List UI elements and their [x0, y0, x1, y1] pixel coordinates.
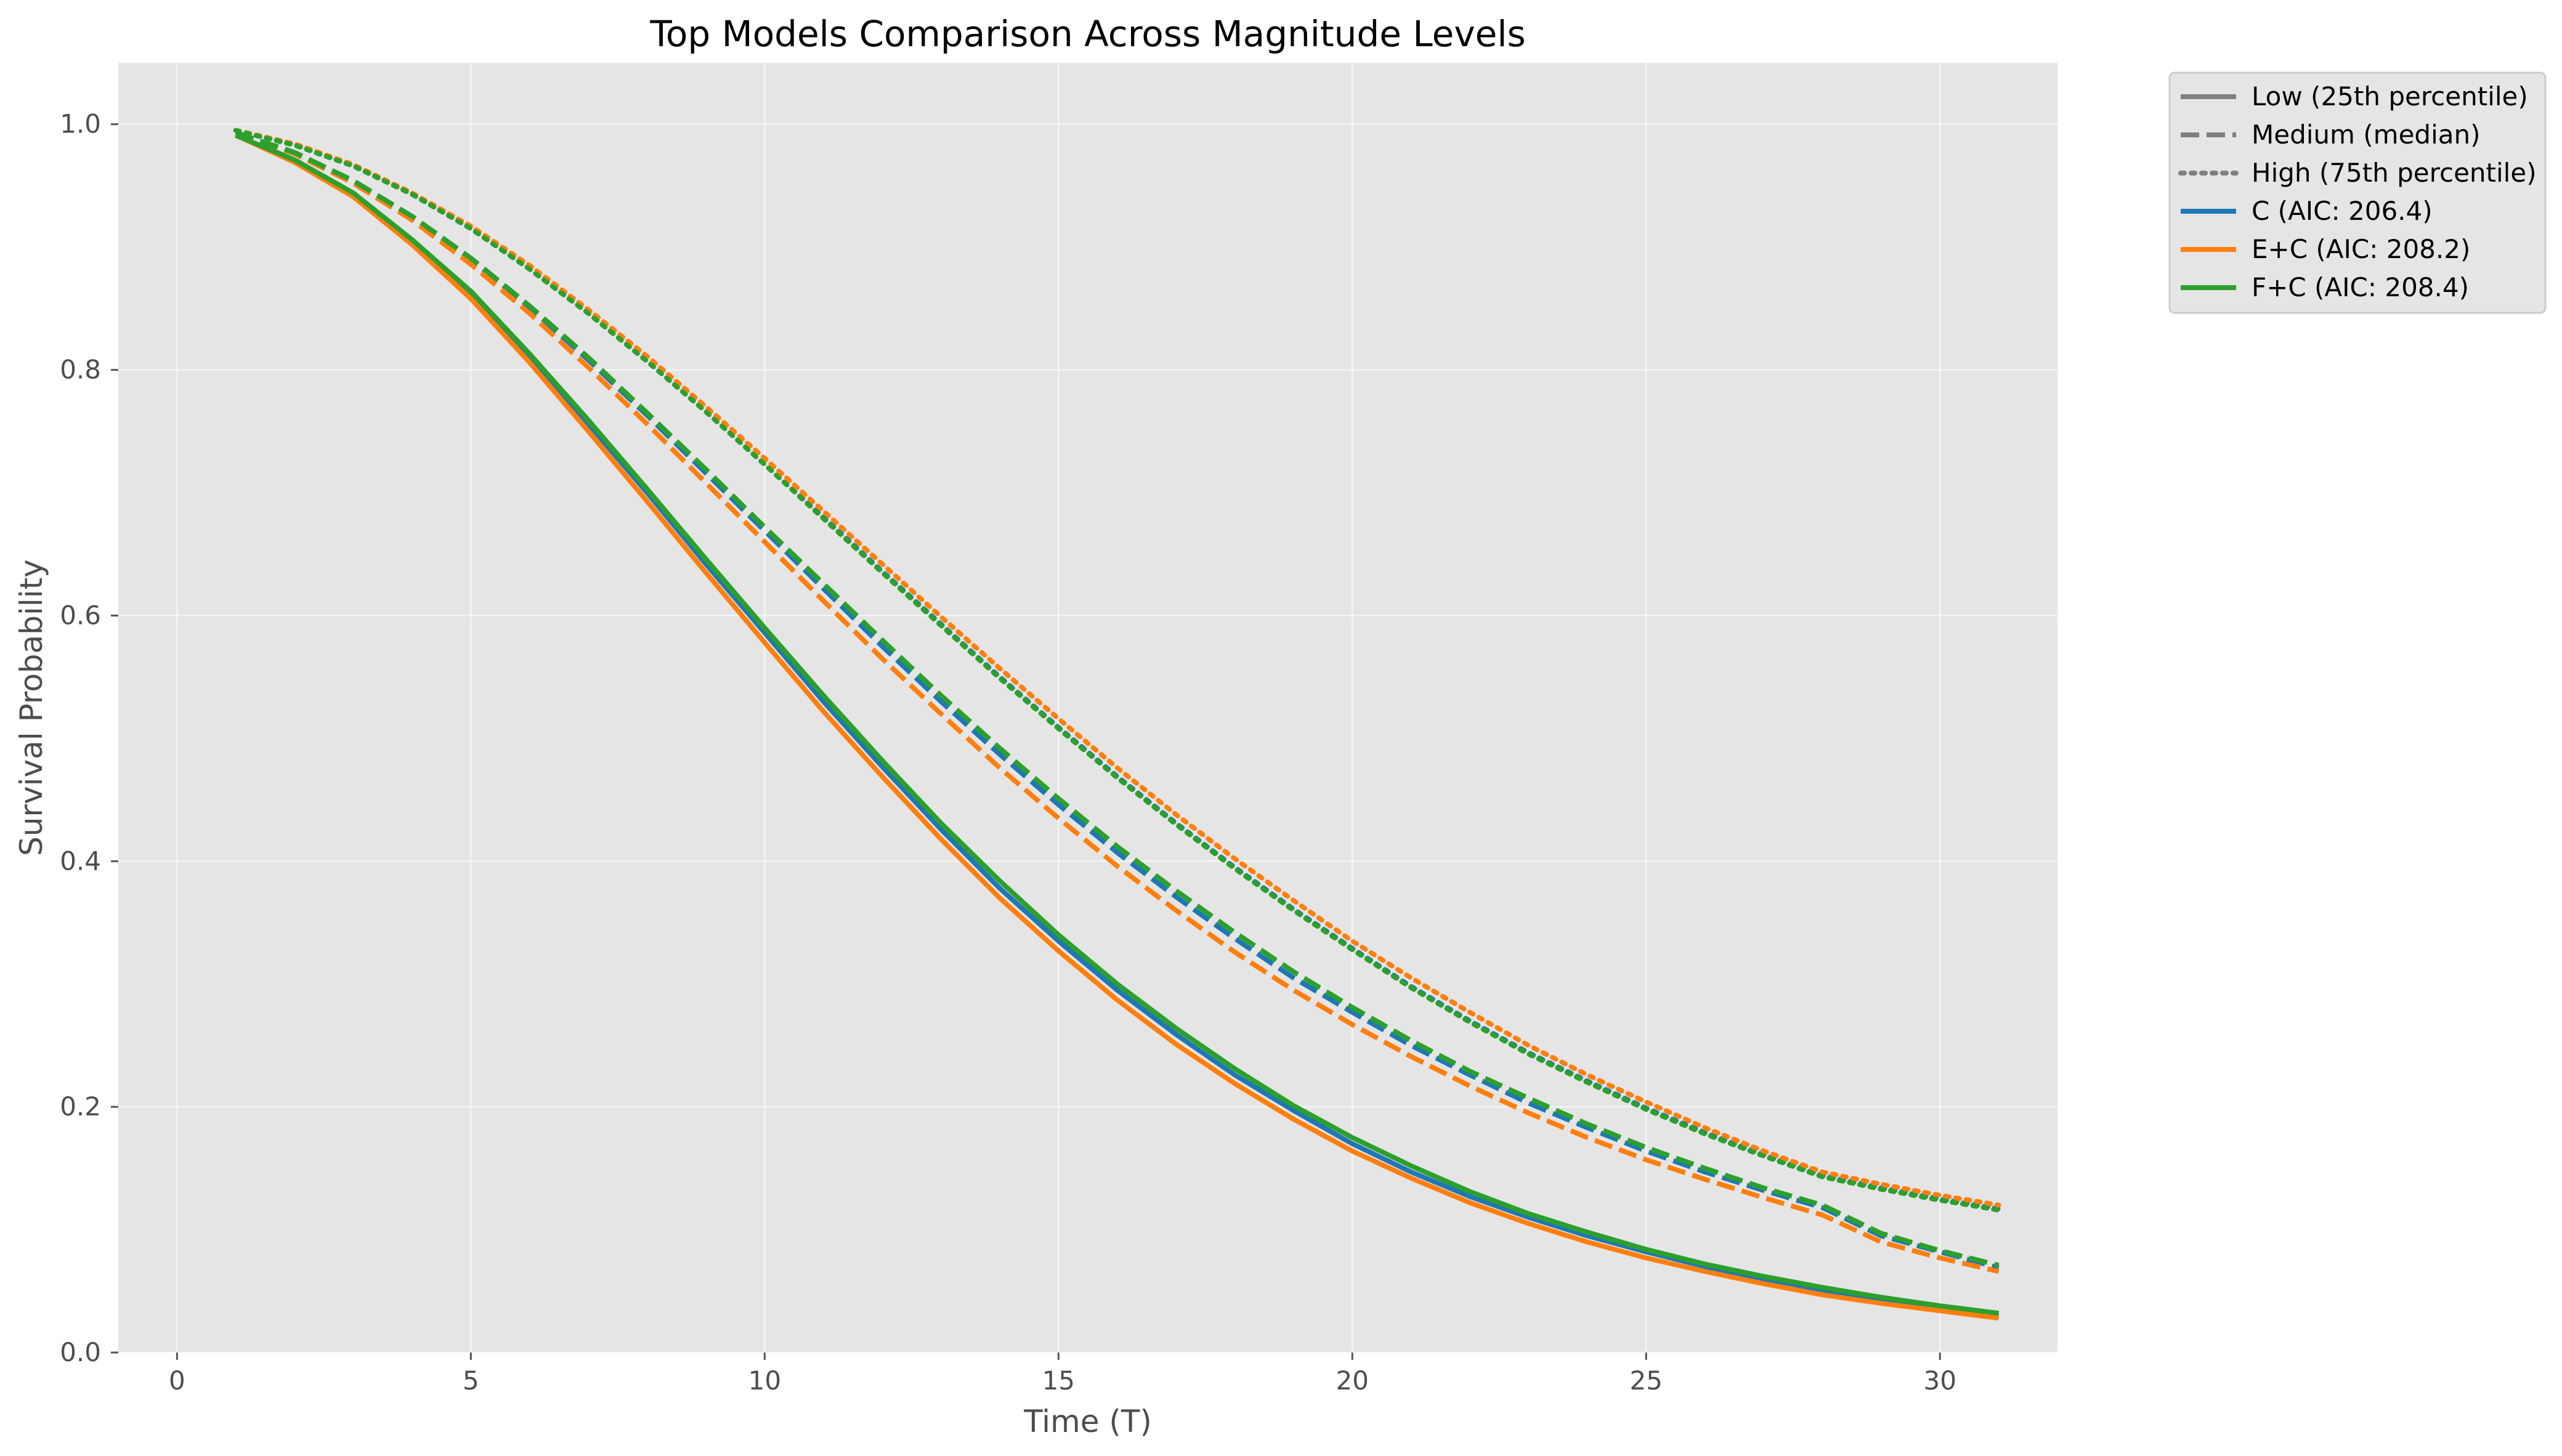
legend-box [2168, 71, 2547, 314]
series-line-e-c-dashed [235, 130, 2000, 1274]
y-tick-label: 0.0 [60, 1337, 101, 1367]
legend-label: F+C (AIC: 208.4) [2252, 272, 2469, 302]
x-tick-label: 20 [1336, 1365, 1369, 1396]
series-line-e-c-dotted [233, 127, 2001, 1208]
y-tick-label: 0.4 [60, 846, 101, 876]
x-tick-label: 30 [1923, 1365, 1956, 1396]
series-line-e-c-solid [235, 133, 2000, 1321]
legend-label: C (AIC: 206.4) [2252, 196, 2433, 226]
legend-label: Medium (median) [2252, 119, 2481, 150]
x-tick-label: 15 [1042, 1365, 1075, 1396]
y-axis-title: Survival Probability [14, 559, 49, 856]
legend: Low (25th percentile) Medium (median) High… [2168, 71, 2547, 314]
legend-label: High (75th percentile) [2252, 158, 2537, 188]
x-axis-ticks: 0 5 10 15 20 25 30 [169, 1353, 1956, 1396]
x-tick-label: 10 [748, 1365, 781, 1396]
series-line-f-c-dashed [235, 130, 2000, 1268]
legend-items: Low (25th percentile) Medium (median) High… [2178, 81, 2537, 302]
x-axis-title: Time (T) [1023, 1404, 1152, 1439]
y-tick-label: 0.6 [60, 600, 101, 630]
x-tick-label: 5 [463, 1365, 479, 1396]
grid-lines [118, 63, 2057, 1354]
plot-area [118, 63, 2057, 1353]
y-axis-ticks: 0.0 0.2 0.4 0.6 0.8 1.0 [60, 109, 118, 1367]
y-tick-label: 0.8 [60, 355, 101, 385]
y-tick-label: 1.0 [60, 109, 101, 139]
x-tick-label: 25 [1630, 1365, 1663, 1396]
y-tick-label: 0.2 [60, 1091, 101, 1122]
series-line-f-c-solid [235, 133, 2000, 1316]
legend-label: Low (25th percentile) [2252, 81, 2528, 111]
series-lines [233, 127, 2001, 1321]
chart-title: Top Models Comparison Across Magnitude L… [649, 13, 1525, 55]
series-line-f-c-dotted [233, 127, 2001, 1213]
x-tick-label: 0 [169, 1365, 185, 1396]
legend-label: E+C (AIC: 208.2) [2252, 234, 2470, 264]
